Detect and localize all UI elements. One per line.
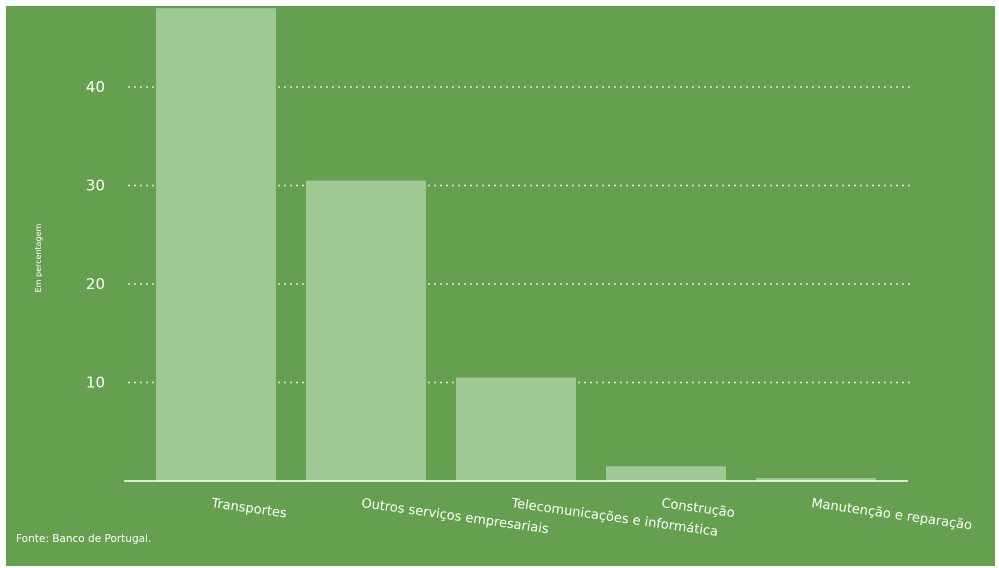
source-note: Fonte: Banco de Portugal. <box>16 533 152 545</box>
bar <box>606 466 726 481</box>
bar <box>756 478 876 481</box>
bar <box>306 180 426 481</box>
y-tick-label: 30 <box>86 177 105 195</box>
y-tick-label: 40 <box>86 78 105 96</box>
x-category-label: Manutenção e reparação <box>810 496 973 533</box>
x-category-label: Construção <box>660 496 735 521</box>
y-tick-label: 20 <box>86 275 105 293</box>
bar <box>456 377 576 481</box>
bar <box>156 8 276 481</box>
y-axis-label: Em percentagem <box>34 223 43 292</box>
x-category-label: Transportes <box>209 496 287 522</box>
y-tick-label: 10 <box>86 374 105 392</box>
